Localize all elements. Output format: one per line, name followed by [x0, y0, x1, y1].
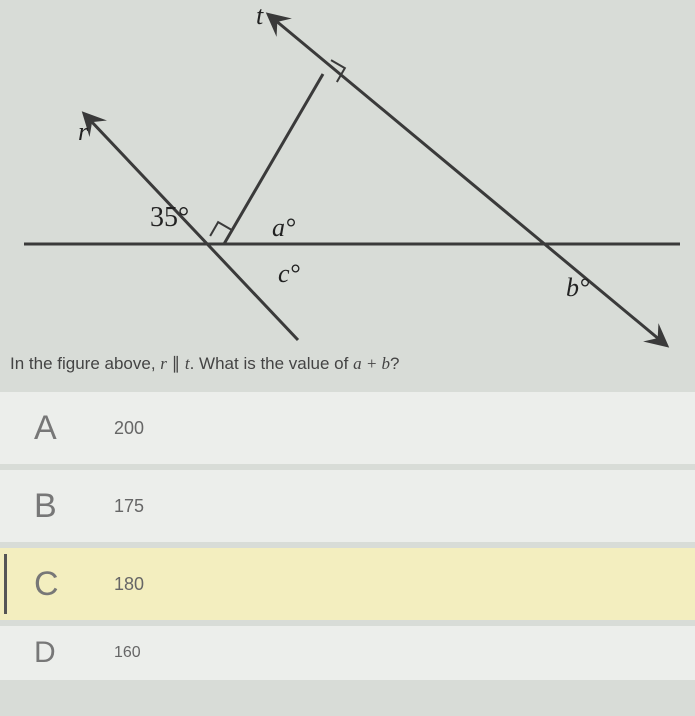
question-parallel: ∥	[167, 354, 185, 373]
label-r: r	[78, 117, 89, 146]
option-letter: D	[34, 636, 114, 670]
answer-options: A 200 B 175 C 180 D 160	[0, 392, 695, 686]
option-a[interactable]: A 200	[0, 392, 695, 470]
label-c: c°	[278, 259, 300, 288]
option-value: 160	[114, 644, 141, 662]
question-text: In the figure above, r ∥ t. What is the …	[0, 350, 695, 392]
option-b[interactable]: B 175	[0, 470, 695, 548]
diagram-svg: t r 35° a° c° b°	[0, 0, 695, 350]
option-value: 180	[114, 574, 144, 595]
line-r	[90, 120, 298, 340]
label-a: a°	[272, 213, 295, 242]
option-c[interactable]: C 180	[0, 548, 695, 626]
question-prefix: In the figure above,	[10, 354, 160, 373]
option-letter: B	[34, 487, 114, 526]
option-letter: C	[34, 565, 114, 604]
option-value: 175	[114, 496, 144, 517]
label-b: b°	[566, 273, 589, 302]
label-t: t	[256, 1, 264, 30]
question-suffix: ?	[390, 354, 399, 373]
label-35: 35°	[150, 202, 189, 233]
geometry-diagram: t r 35° a° c° b°	[0, 0, 695, 350]
question-r: r	[160, 354, 167, 373]
question-mid: . What is the value of	[190, 354, 353, 373]
line-t	[275, 20, 660, 340]
option-value: 200	[114, 418, 144, 439]
question-ab: a + b	[353, 354, 390, 373]
option-letter: A	[34, 409, 114, 448]
option-d[interactable]: D 160	[0, 626, 695, 686]
